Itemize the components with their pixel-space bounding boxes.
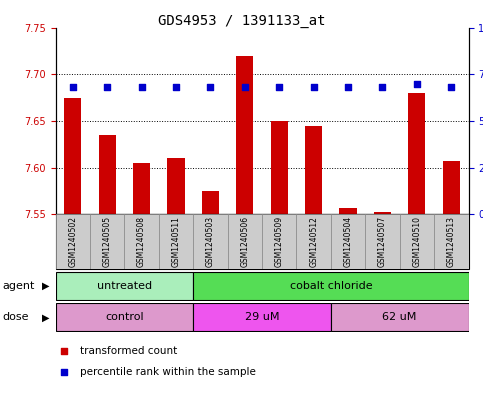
Bar bbox=[374, 212, 391, 214]
Text: GSM1240506: GSM1240506 bbox=[241, 216, 249, 267]
Text: GSM1240508: GSM1240508 bbox=[137, 216, 146, 267]
Text: ▶: ▶ bbox=[42, 312, 50, 322]
Text: GSM1240505: GSM1240505 bbox=[103, 216, 112, 267]
Point bbox=[275, 84, 283, 90]
Bar bbox=[125, 214, 159, 269]
Text: GSM1240502: GSM1240502 bbox=[68, 216, 77, 267]
Text: percentile rank within the sample: percentile rank within the sample bbox=[80, 367, 256, 377]
Bar bbox=[331, 303, 469, 332]
Text: control: control bbox=[105, 312, 143, 322]
Text: GSM1240503: GSM1240503 bbox=[206, 216, 215, 267]
Bar bbox=[270, 121, 288, 214]
Point bbox=[60, 348, 68, 354]
Bar bbox=[340, 208, 356, 214]
Point bbox=[172, 84, 180, 90]
Text: ▶: ▶ bbox=[42, 281, 50, 291]
Point bbox=[413, 81, 421, 87]
Point bbox=[379, 84, 386, 90]
Bar bbox=[64, 97, 81, 214]
Bar bbox=[434, 214, 469, 269]
Bar bbox=[262, 214, 297, 269]
Bar bbox=[168, 158, 185, 214]
Point bbox=[138, 84, 145, 90]
Bar bbox=[56, 303, 193, 332]
Bar bbox=[227, 214, 262, 269]
Text: dose: dose bbox=[2, 312, 29, 322]
Text: GDS4953 / 1391133_at: GDS4953 / 1391133_at bbox=[158, 14, 325, 28]
Text: untreated: untreated bbox=[97, 281, 152, 291]
Bar bbox=[56, 272, 193, 300]
Point bbox=[207, 84, 214, 90]
Text: 62 uM: 62 uM bbox=[383, 312, 417, 322]
Point bbox=[60, 369, 68, 375]
Text: GSM1240513: GSM1240513 bbox=[447, 216, 456, 267]
Bar bbox=[90, 214, 125, 269]
Bar bbox=[133, 163, 150, 214]
Bar bbox=[236, 55, 254, 214]
Bar bbox=[56, 214, 90, 269]
Point bbox=[310, 84, 317, 90]
Text: 29 uM: 29 uM bbox=[245, 312, 279, 322]
Point bbox=[447, 84, 455, 90]
Text: transformed count: transformed count bbox=[80, 346, 178, 356]
Text: agent: agent bbox=[2, 281, 35, 291]
Text: GSM1240507: GSM1240507 bbox=[378, 216, 387, 267]
Point bbox=[103, 84, 111, 90]
Bar bbox=[297, 214, 331, 269]
Bar bbox=[331, 214, 365, 269]
Text: GSM1240509: GSM1240509 bbox=[275, 216, 284, 267]
Bar bbox=[202, 191, 219, 214]
Bar bbox=[193, 303, 331, 332]
Text: GSM1240511: GSM1240511 bbox=[171, 216, 181, 267]
Bar bbox=[305, 125, 322, 214]
Text: GSM1240510: GSM1240510 bbox=[412, 216, 421, 267]
Bar bbox=[365, 214, 399, 269]
Bar bbox=[408, 93, 426, 214]
Point bbox=[69, 84, 77, 90]
Bar bbox=[193, 272, 469, 300]
Text: GSM1240512: GSM1240512 bbox=[309, 216, 318, 267]
Text: GSM1240504: GSM1240504 bbox=[343, 216, 353, 267]
Bar bbox=[399, 214, 434, 269]
Text: cobalt chloride: cobalt chloride bbox=[289, 281, 372, 291]
Bar bbox=[159, 214, 193, 269]
Bar bbox=[443, 161, 460, 214]
Bar bbox=[99, 135, 116, 214]
Bar bbox=[193, 214, 227, 269]
Point bbox=[241, 84, 249, 90]
Point bbox=[344, 84, 352, 90]
